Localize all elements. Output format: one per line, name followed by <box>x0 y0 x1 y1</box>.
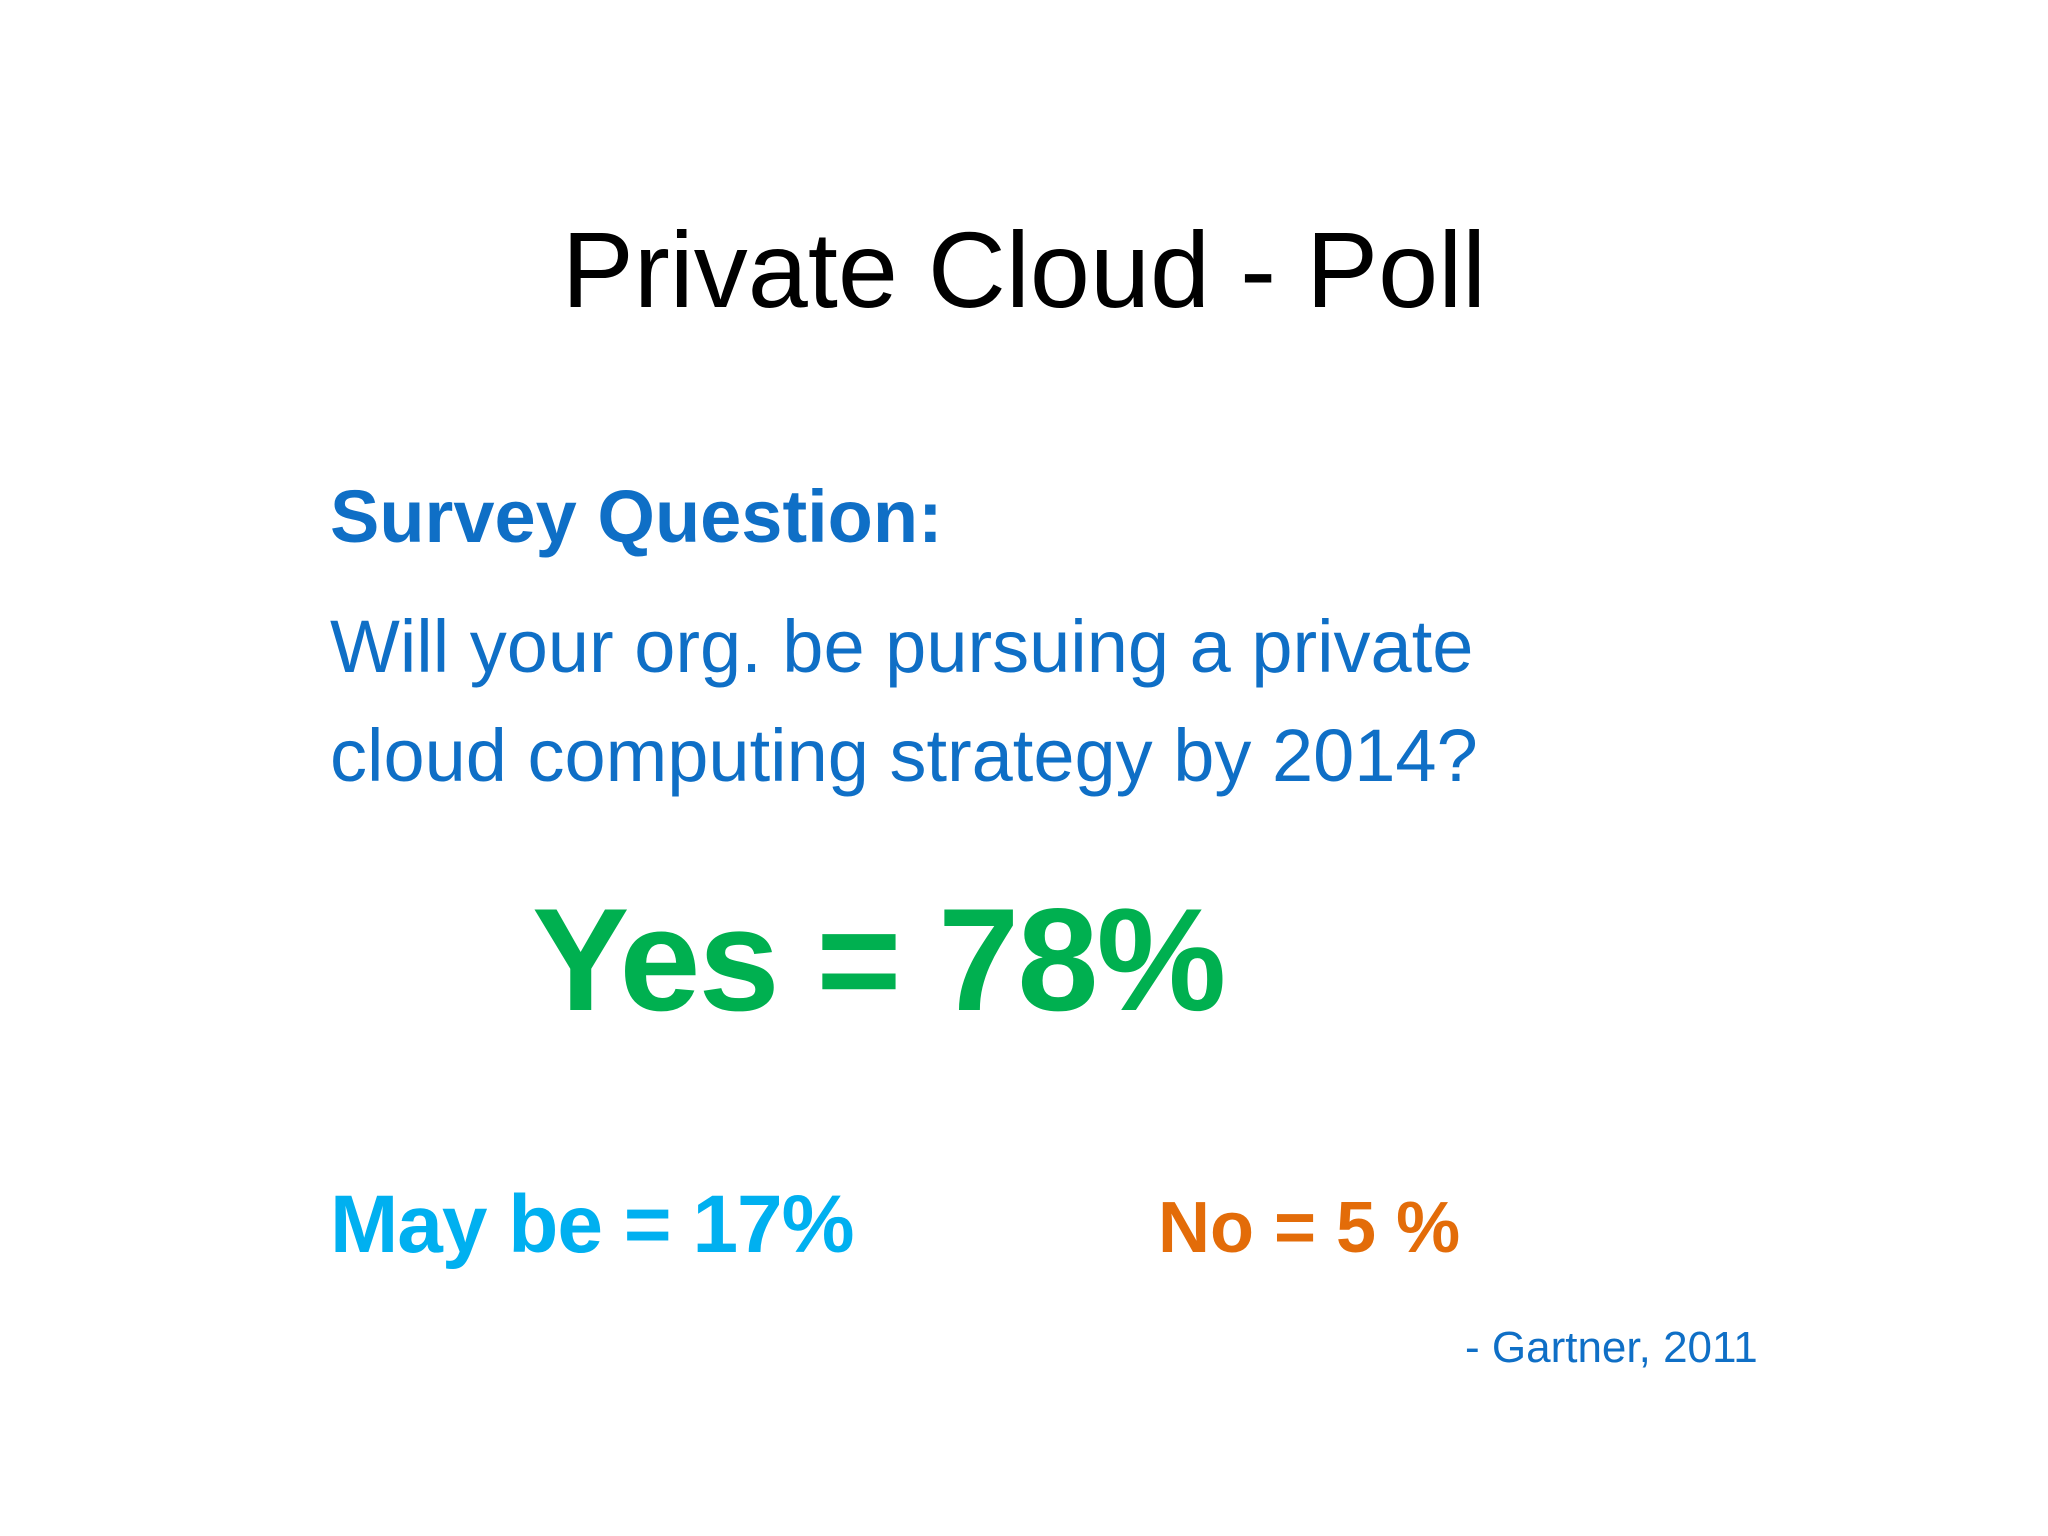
survey-question-line-1: Will your org. be pursuing a private <box>330 605 1474 688</box>
source-citation: - Gartner, 2011 <box>1465 1323 1758 1372</box>
survey-question-line-2: cloud computing strategy by 2014? <box>330 714 1478 797</box>
survey-question-label: Survey Question: <box>330 475 943 558</box>
slide-title: Private Cloud - Poll <box>561 209 1487 330</box>
result-no: No = 5 % <box>1158 1188 1461 1268</box>
result-yes: Yes = 78% <box>532 878 1226 1041</box>
result-maybe: May be = 17% <box>330 1179 855 1270</box>
